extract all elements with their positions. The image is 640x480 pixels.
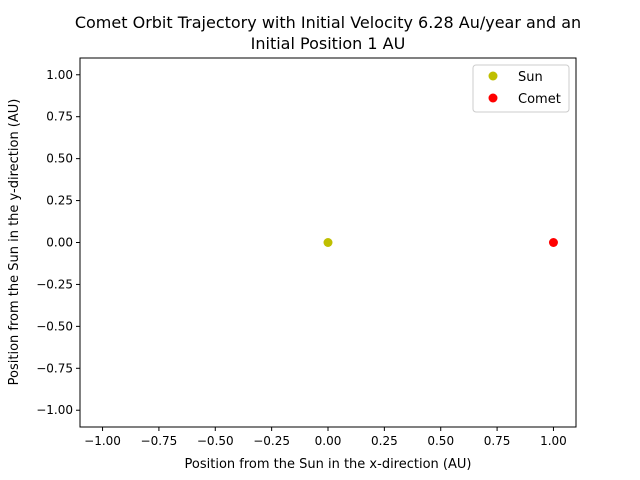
y-tick-label: 0.00 (46, 236, 73, 250)
data-points (323, 238, 558, 247)
x-tick-label: 0.50 (427, 434, 454, 448)
chart-title-line-1: Comet Orbit Trajectory with Initial Velo… (75, 13, 581, 32)
x-tick-label: −0.25 (253, 434, 290, 448)
y-tick-label: −0.25 (36, 277, 73, 291)
y-axis-ticks: 1.00 0.75 0.50 0.25 0.00 −0.25 −0.50 −0.75 −1.00 (36, 68, 80, 417)
chart-title-line-2: Initial Position 1 AU (251, 34, 406, 53)
x-tick-label: 1.00 (540, 434, 567, 448)
comet-point (548, 238, 558, 247)
y-tick-label: 0.75 (46, 110, 73, 124)
x-tick-label: 0.00 (315, 434, 342, 448)
legend-marker-comet (488, 93, 498, 103)
legend-marker-sun (488, 71, 498, 81)
x-tick-label: 0.25 (371, 434, 398, 448)
y-tick-label: −0.50 (36, 319, 73, 333)
x-tick-label: 0.75 (484, 434, 511, 448)
x-tick-label: −0.50 (197, 434, 234, 448)
x-axis-ticks: −1.00 −0.75 −0.50 −0.25 0.00 0.25 0.50 0.75 1.00 (84, 427, 567, 448)
x-tick-label: −1.00 (84, 434, 121, 448)
y-tick-label: −1.00 (36, 403, 73, 417)
y-axis-label: Position from the Sun in the y-direction… (7, 99, 22, 386)
x-tick-label: −0.75 (141, 434, 178, 448)
sun-point (323, 238, 333, 247)
x-axis-label: Position from the Sun in the x-direction… (185, 457, 472, 472)
y-tick-label: 0.50 (46, 152, 73, 166)
legend-label-sun: Sun (518, 70, 543, 85)
y-tick-label: −0.75 (36, 361, 73, 375)
legend-label-comet: Comet (518, 92, 561, 107)
y-tick-label: 1.00 (46, 68, 73, 82)
legend: Sun Comet (472, 64, 570, 113)
y-tick-label: 0.25 (46, 194, 73, 208)
